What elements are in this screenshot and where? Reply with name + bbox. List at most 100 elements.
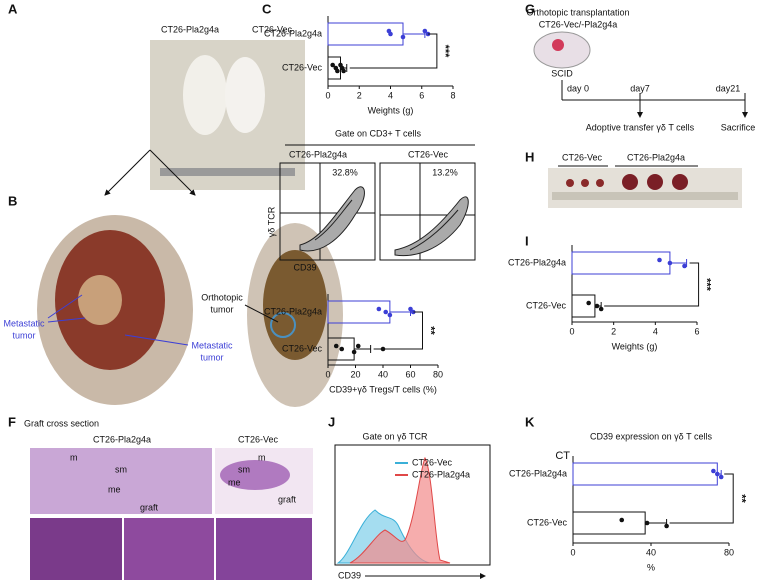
group-label: CT26-Vec bbox=[408, 149, 449, 159]
significance-bracket bbox=[604, 262, 700, 307]
panel-letter: H bbox=[525, 149, 534, 164]
panel-title: Graft cross section bbox=[24, 418, 99, 428]
tumor bbox=[581, 179, 589, 187]
category-label: CT26-Pla2g4a bbox=[509, 468, 567, 478]
panel-letter: K bbox=[525, 414, 535, 429]
panel-letter: B bbox=[8, 193, 17, 208]
data-point bbox=[410, 309, 416, 315]
annotation: tumor bbox=[200, 352, 223, 362]
legend-label: CT26-Pla2g4a bbox=[412, 469, 470, 479]
category-label: CT26-Vec bbox=[282, 343, 323, 353]
contour bbox=[314, 199, 353, 241]
data-point bbox=[383, 309, 389, 315]
tumor bbox=[596, 179, 604, 187]
data-point bbox=[351, 349, 357, 355]
data-point bbox=[341, 68, 346, 74]
x-tick-label: 40 bbox=[378, 369, 388, 379]
panel-d: Gate on CD3+ T cells CT26-Pla2g4a CT26-V… bbox=[266, 128, 476, 272]
panel-g: Orthotopic transplantation CT26-Vec/-Pla… bbox=[526, 7, 755, 132]
tissue-label: m bbox=[258, 452, 266, 462]
x-tick-label: 6 bbox=[419, 90, 424, 100]
x-tick-label: 0 bbox=[325, 90, 330, 100]
panel-title: Gate on γδ TCR bbox=[362, 431, 428, 441]
data-point bbox=[408, 306, 413, 312]
tumor bbox=[552, 39, 564, 51]
event: Sacrifice bbox=[721, 122, 756, 132]
data-point bbox=[422, 28, 428, 34]
data-point bbox=[715, 471, 720, 477]
tissue bbox=[263, 250, 327, 360]
category-label: CT26-Pla2g4a bbox=[508, 257, 566, 267]
annotation: CT bbox=[555, 450, 570, 462]
panel-letter: F bbox=[8, 414, 16, 429]
axis-label: CD39 bbox=[338, 570, 361, 580]
x-tick-label: 60 bbox=[405, 369, 415, 379]
data-point bbox=[657, 257, 662, 263]
legend-label: CT26-Vec bbox=[412, 457, 453, 467]
data-point bbox=[400, 34, 406, 40]
percentage: 32.8% bbox=[332, 167, 358, 177]
bar bbox=[572, 511, 646, 535]
tissue-label: sm bbox=[238, 464, 250, 474]
panel-letter: I bbox=[525, 233, 529, 248]
day-label: day 0 bbox=[567, 83, 589, 93]
data-point bbox=[619, 517, 625, 523]
tissue bbox=[220, 460, 290, 490]
ruler bbox=[160, 168, 295, 176]
tumor bbox=[566, 179, 574, 187]
x-axis-label: Weights (g) bbox=[612, 341, 658, 351]
x-tick-label: 8 bbox=[450, 90, 455, 100]
data-point bbox=[586, 300, 591, 306]
data-point bbox=[718, 474, 724, 480]
x-tick-label: 0 bbox=[325, 369, 330, 379]
significance: *** bbox=[439, 45, 451, 59]
day-label: day7 bbox=[630, 83, 650, 93]
bar bbox=[571, 294, 596, 318]
tumor bbox=[622, 174, 638, 190]
bar-charts: 0 2 4 6 8 Weights (g) CT26-Pla2g4a CT26-Vec *** 0… bbox=[264, 16, 747, 572]
x-axis-label: CD39+γδ Tregs/T cells (%) bbox=[329, 384, 437, 394]
tissue-label: me bbox=[108, 484, 121, 494]
x-tick-label: 0 bbox=[569, 326, 574, 336]
photo bbox=[548, 168, 742, 208]
tissue-label: me bbox=[228, 477, 241, 487]
data-point bbox=[667, 260, 673, 266]
x-axis-label: % bbox=[647, 562, 655, 572]
category-label: CT26-Vec bbox=[282, 62, 323, 72]
panel-j: Gate on γδ TCR CT26-Vec CT26-Pla2g4a CD3… bbox=[334, 431, 491, 580]
host: SCID bbox=[551, 68, 573, 78]
significance-bracket bbox=[373, 311, 423, 350]
bar bbox=[572, 462, 718, 486]
chart-title: CD39 expression on γδ T cells bbox=[590, 431, 712, 441]
data-point bbox=[594, 303, 600, 309]
plot-frame bbox=[379, 162, 476, 261]
x-tick-label: 4 bbox=[653, 326, 658, 336]
panel-h: CT26-Vec CT26-Pla2g4a bbox=[548, 152, 742, 208]
data-point bbox=[355, 343, 361, 349]
data-point bbox=[388, 31, 393, 37]
group-label: CT26-Pla2g4a bbox=[93, 434, 151, 444]
x-axis-label: Weights (g) bbox=[368, 105, 414, 115]
panel-letter: J bbox=[328, 414, 335, 429]
tumor bbox=[78, 275, 122, 325]
tissue-label: m bbox=[70, 452, 78, 462]
x-tick-label: 2 bbox=[611, 326, 616, 336]
plot-frame bbox=[334, 444, 491, 566]
significance: ** bbox=[735, 494, 747, 503]
arrow bbox=[149, 149, 196, 196]
category-label: CT26-Pla2g4a bbox=[264, 306, 322, 316]
histology bbox=[30, 448, 212, 514]
group-label: CT26-Vec bbox=[252, 24, 293, 34]
group-label: CT26-Pla2g4a bbox=[289, 149, 347, 159]
bar bbox=[571, 251, 671, 275]
data-point bbox=[387, 312, 393, 318]
pointer bbox=[244, 304, 279, 323]
histology bbox=[124, 518, 214, 580]
mouse bbox=[533, 31, 591, 69]
significance: *** bbox=[701, 278, 713, 292]
panel-letter: G bbox=[525, 1, 535, 16]
mouse bbox=[225, 57, 265, 133]
data-point bbox=[644, 520, 650, 526]
annotation: CT26-Vec/-Pla2g4a bbox=[539, 19, 618, 29]
